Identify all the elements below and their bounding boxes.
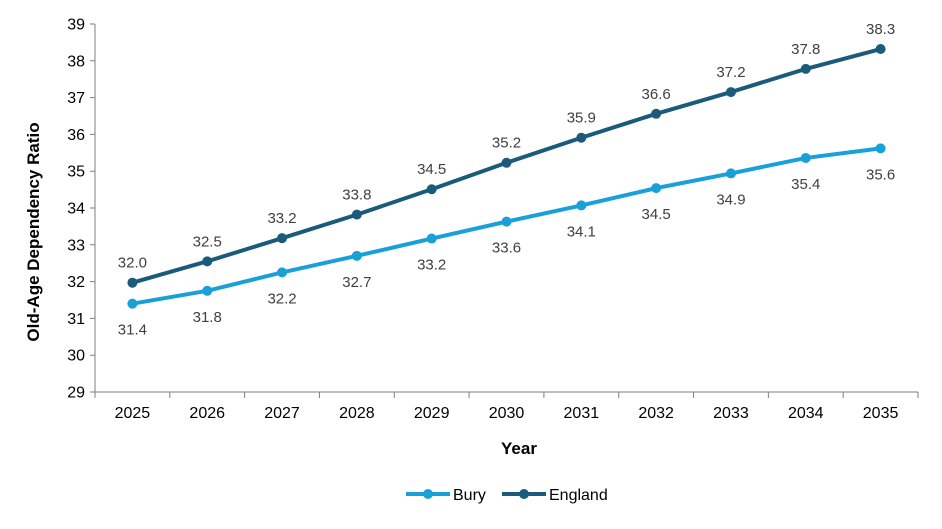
bury-data-point bbox=[426, 233, 437, 244]
england-data-point bbox=[800, 63, 811, 74]
england-data-label: 38.3 bbox=[866, 21, 895, 38]
x-tick-label: 2026 bbox=[189, 405, 225, 422]
bury-data-label: 35.6 bbox=[866, 166, 895, 183]
x-tick-label: 2027 bbox=[264, 405, 300, 422]
y-tick-label: 32 bbox=[67, 274, 85, 291]
y-tick-label: 33 bbox=[67, 237, 85, 254]
legend: Bury England bbox=[406, 487, 608, 504]
bury-data-label: 34.9 bbox=[716, 191, 745, 208]
england-data-label: 37.2 bbox=[716, 64, 745, 81]
x-tick-label: 2030 bbox=[489, 405, 525, 422]
bury-data-point bbox=[651, 183, 662, 194]
england-data-point bbox=[725, 87, 736, 98]
england-data-point bbox=[576, 132, 587, 143]
x-tick-label: 2029 bbox=[414, 405, 450, 422]
y-tick-label: 37 bbox=[67, 90, 85, 107]
england-data-label: 33.8 bbox=[342, 187, 371, 204]
bury-data-point bbox=[202, 285, 213, 296]
y-tick-label: 36 bbox=[67, 127, 85, 144]
bury-data-label: 32.2 bbox=[267, 290, 296, 307]
england-data-point bbox=[127, 277, 138, 288]
bury-data-label: 33.6 bbox=[492, 240, 521, 257]
england-data-point bbox=[351, 209, 362, 220]
england-data-label: 34.5 bbox=[417, 161, 446, 178]
y-tick-label: 31 bbox=[67, 311, 85, 328]
bury-data-label: 33.2 bbox=[417, 257, 446, 274]
y-tick-label: 30 bbox=[67, 348, 85, 365]
bury-data-label: 34.5 bbox=[642, 206, 671, 223]
bury-data-point bbox=[501, 216, 512, 227]
x-tick-label: 2034 bbox=[788, 405, 824, 422]
england-data-point bbox=[875, 44, 886, 55]
bury-data-label: 31.4 bbox=[118, 322, 147, 339]
england-data-point bbox=[501, 157, 512, 168]
x-tick-label: 2032 bbox=[638, 405, 674, 422]
england-data-label: 33.2 bbox=[267, 210, 296, 227]
bury-data-label: 34.1 bbox=[567, 223, 596, 240]
england-data-point bbox=[651, 108, 662, 119]
england-data-label: 35.2 bbox=[492, 135, 521, 152]
axes: 29 30 31 32 33 34 35 36 37 38 39 2025 2026 2027 2028 20… bbox=[67, 17, 919, 422]
legend-england-label: England bbox=[549, 487, 608, 504]
legend-bury-label: Bury bbox=[453, 487, 486, 504]
england-data-point bbox=[277, 233, 288, 244]
england-data-label: 32.5 bbox=[193, 233, 222, 250]
y-tick-label: 39 bbox=[67, 17, 85, 34]
england-data-point bbox=[426, 184, 437, 195]
x-tick-label: 2035 bbox=[863, 405, 899, 422]
y-tick-label: 38 bbox=[67, 53, 85, 70]
england-data-label: 37.8 bbox=[791, 41, 820, 58]
series-layer bbox=[127, 44, 886, 309]
y-tick-label: 35 bbox=[67, 164, 85, 181]
x-tick-label: 2025 bbox=[115, 405, 151, 422]
bury-data-label: 31.8 bbox=[193, 309, 222, 326]
bury-data-point bbox=[351, 250, 362, 261]
england-data-label: 32.0 bbox=[118, 255, 147, 272]
y-axis-title: Old-Age Dependency Ratio bbox=[24, 122, 43, 341]
bury-data-point bbox=[875, 143, 886, 154]
bury-data-label: 32.7 bbox=[342, 274, 371, 291]
bury-data-point bbox=[277, 267, 288, 278]
bury-data-point bbox=[800, 152, 811, 163]
data-labels: 31.4 31.8 32.2 32.7 33.2 33.6 34.1 34.5 34.9 35.4… bbox=[118, 21, 895, 339]
x-tick-label: 2028 bbox=[339, 405, 375, 422]
y-tick-label: 29 bbox=[67, 385, 85, 402]
x-axis-title: Year bbox=[501, 439, 537, 458]
bury-data-point bbox=[127, 298, 138, 309]
x-tick-label: 2031 bbox=[564, 405, 600, 422]
x-tick-label: 2033 bbox=[713, 405, 749, 422]
england-data-label: 36.6 bbox=[642, 86, 671, 103]
legend-bury-marker bbox=[423, 489, 433, 499]
bury-data-point bbox=[576, 200, 587, 211]
legend-england-marker bbox=[519, 489, 529, 499]
y-tick-label: 34 bbox=[67, 201, 85, 218]
bury-data-point bbox=[725, 168, 736, 179]
bury-data-label: 35.4 bbox=[791, 176, 820, 193]
england-data-label: 35.9 bbox=[567, 110, 596, 127]
england-data-point bbox=[202, 256, 213, 267]
